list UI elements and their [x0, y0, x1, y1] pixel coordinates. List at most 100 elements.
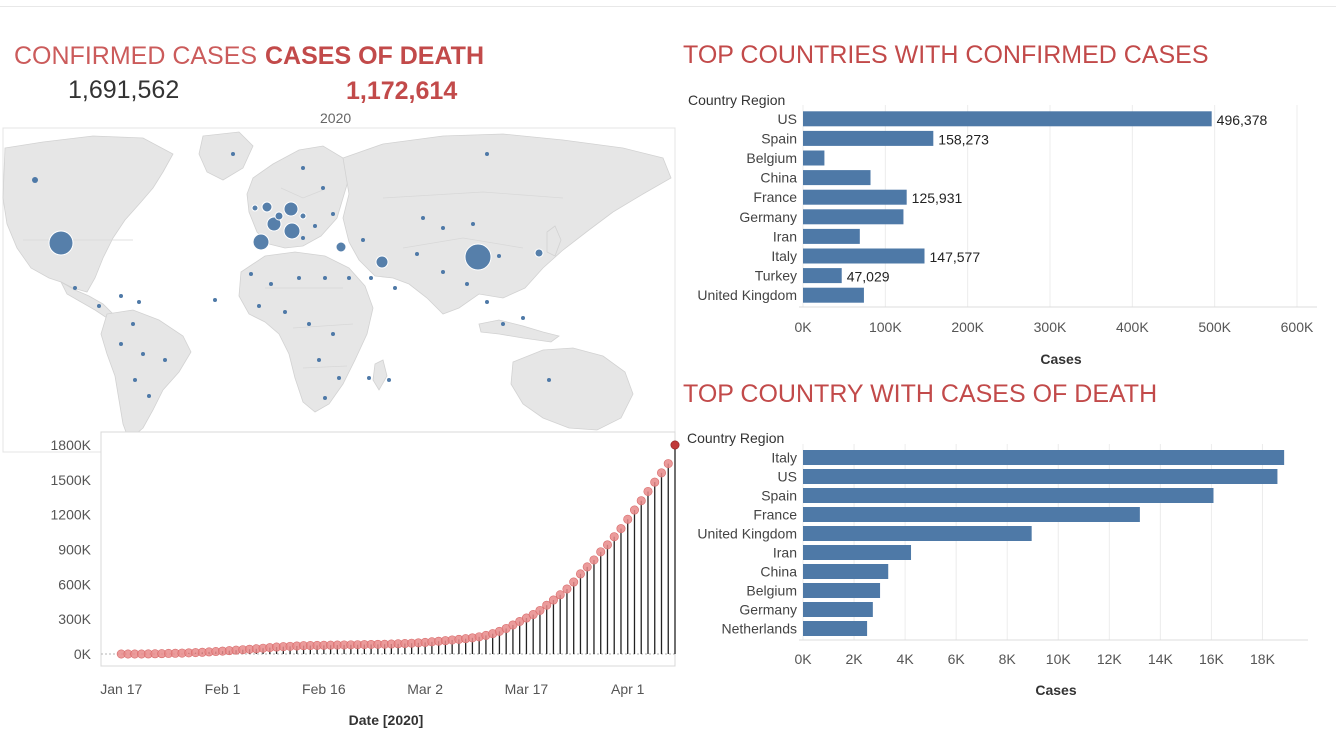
map-dot: [137, 300, 141, 304]
bar: [803, 545, 912, 560]
category-label: Spain: [761, 488, 797, 504]
map-dot: [119, 294, 123, 298]
map-dot: [249, 272, 253, 276]
map-dot: [337, 376, 341, 380]
map-dot: [141, 352, 145, 356]
x-tick-label: 0K: [794, 651, 812, 667]
category-label: France: [753, 507, 797, 523]
map-bubble-italy[interactable]: [283, 222, 301, 240]
category-label: US: [778, 111, 797, 127]
death-x-axis-title: Cases: [1035, 682, 1076, 698]
timeline-x-tick-label: Mar 2: [407, 681, 443, 697]
confirmed-bars: US 496,378 Spain 158,273 Belgium China France 1…: [697, 111, 1267, 303]
map-bubbles: [48, 201, 544, 271]
map-dot: [73, 286, 77, 290]
x-tick-label: 18K: [1250, 651, 1276, 667]
bar: [803, 150, 825, 166]
map-bubble-spain[interactable]: [252, 233, 270, 251]
timeline-y-tick-label: 1500K: [51, 472, 92, 488]
map-dot: [331, 212, 335, 216]
timeline-marks: [116, 440, 680, 659]
map-bubble-turkey[interactable]: [335, 241, 347, 253]
timeline-chart[interactable]: 0K 300K 600K 900K 1200K 1500K 1800K Jan 17 Feb …: [0, 430, 680, 730]
x-tick-label: 8K: [999, 651, 1017, 667]
bar: [803, 189, 907, 205]
map-bubble-japan[interactable]: [534, 248, 544, 258]
timeline-y-axis: 0K 300K 600K 900K 1200K 1500K 1800K: [51, 437, 675, 662]
land-africa: [238, 251, 374, 413]
timeline-point: [596, 547, 606, 557]
bar: [803, 583, 881, 598]
death-cases-title: CASES OF DEATH: [265, 42, 484, 70]
land-japan: [546, 225, 562, 257]
map-bubble-uk[interactable]: [261, 201, 273, 213]
map-dot: [393, 286, 397, 290]
death-chart-title: TOP COUNTRY WITH CASES OF DEATH: [683, 380, 1158, 408]
map-dot: [323, 276, 327, 280]
map-dot: [147, 394, 151, 398]
map-bubble-austria[interactable]: [299, 212, 307, 220]
x-tick-label: 2K: [845, 651, 863, 667]
bar: [803, 228, 860, 244]
x-tick-label: 10K: [1046, 651, 1072, 667]
timeline-point: [602, 540, 612, 550]
border-africa: [265, 287, 354, 369]
bar: [803, 111, 1212, 127]
map-bubble-belgium[interactable]: [274, 211, 284, 221]
bar-data-label: 147,577: [930, 249, 981, 265]
timeline-y-tick-label: 1800K: [51, 437, 92, 453]
x-tick-label: 14K: [1148, 651, 1174, 667]
bar-data-label: 47,029: [847, 269, 890, 285]
map-dot: [415, 252, 419, 256]
bar: [803, 268, 842, 284]
bar-data-label: 125,931: [912, 190, 963, 206]
category-label: Belgium: [746, 583, 797, 599]
border-europe-1: [280, 187, 324, 199]
border-asia: [382, 191, 564, 249]
category-label: United Kingdom: [697, 287, 797, 303]
x-tick-label: 12K: [1097, 651, 1123, 667]
death-bar-chart[interactable]: Country Region Italy US Spain France United …: [680, 424, 1320, 704]
bar: [803, 488, 1214, 503]
timeline-point: [636, 496, 646, 506]
world-map[interactable]: [2, 127, 676, 453]
timeline-point: [528, 610, 538, 620]
timeline-point: [609, 532, 619, 542]
category-label: Germany: [739, 209, 797, 225]
timeline-x-tick-label: Feb 1: [205, 681, 241, 697]
x-tick-label: 200K: [951, 319, 984, 335]
bar: [803, 602, 873, 617]
timeline-y-tick-label: 1200K: [51, 507, 92, 523]
x-tick-label: 6K: [948, 651, 966, 667]
category-label: Spain: [761, 130, 797, 146]
timeline-y-tick-label: 300K: [58, 611, 91, 627]
map-bubble-china[interactable]: [464, 243, 492, 271]
confirmed-bar-chart[interactable]: Country Region US 496,378 Spain 158,273 Belg…: [680, 86, 1320, 376]
map-dot: [441, 270, 445, 274]
land-asia: [342, 133, 672, 315]
death-x-axis: 0K 2K 4K 6K 8K 10K 12K 14K 16K 18K: [794, 651, 1275, 667]
category-label: Italy: [771, 248, 797, 264]
map-dot: [133, 378, 137, 382]
map-dot: [501, 322, 505, 326]
category-label: Iran: [773, 228, 797, 244]
map-bubble-iran[interactable]: [375, 255, 389, 269]
bar: [803, 170, 871, 186]
timeline-y-tick-label: 0K: [74, 646, 92, 662]
map-dot: [313, 224, 317, 228]
timeline-frame: [100, 431, 676, 667]
map-dot: [421, 216, 425, 220]
map-bubble-france[interactable]: [266, 216, 282, 232]
category-label: Belgium: [746, 150, 797, 166]
confirmed-chart-title: TOP COUNTRIES WITH CONFIRMED CASES: [683, 41, 1209, 69]
map-dot: [441, 226, 445, 230]
map-dot: [301, 166, 305, 170]
map-bubble-us[interactable]: [48, 230, 74, 256]
confirmed-x-axis: 0K 100K 200K 300K 400K 500K 600K: [794, 319, 1314, 335]
x-tick-label: 600K: [1281, 319, 1314, 335]
category-label: Iran: [773, 545, 797, 561]
x-tick-label: 400K: [1116, 319, 1149, 335]
category-label: Italy: [771, 450, 797, 466]
map-bubble-ireland[interactable]: [251, 204, 259, 212]
map-bubble-germany[interactable]: [283, 201, 299, 217]
